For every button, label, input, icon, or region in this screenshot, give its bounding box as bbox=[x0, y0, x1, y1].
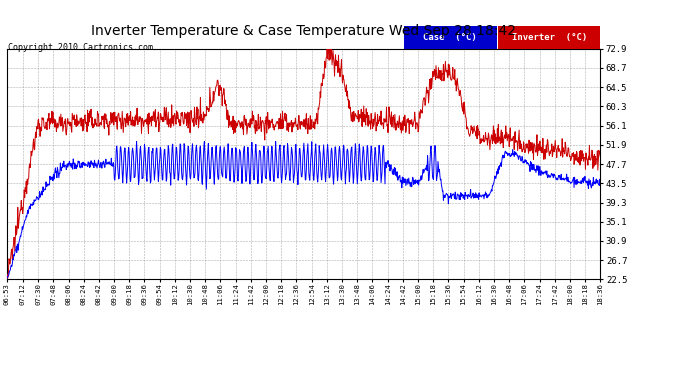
Text: Inverter Temperature & Case Temperature Wed Sep 28 18:42: Inverter Temperature & Case Temperature … bbox=[91, 24, 516, 38]
Text: Case  (°C): Case (°C) bbox=[424, 33, 477, 42]
Text: Copyright 2010 Cartronics.com: Copyright 2010 Cartronics.com bbox=[8, 43, 153, 52]
Text: Inverter  (°C): Inverter (°C) bbox=[511, 33, 587, 42]
